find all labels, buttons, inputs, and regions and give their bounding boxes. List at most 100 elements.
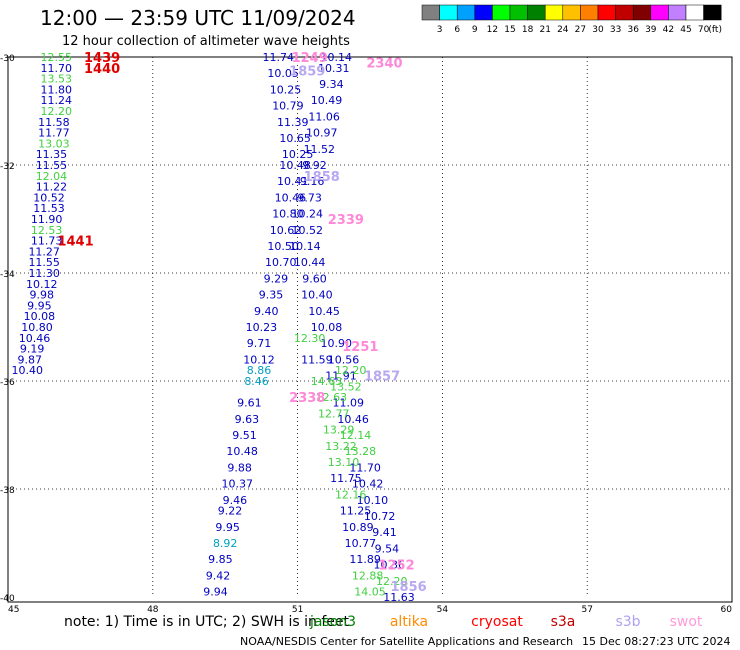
pass-id-label: 1859 [289, 65, 325, 80]
wave-height-label: 12.14 [340, 429, 372, 442]
wave-height-label: 12.20 [41, 105, 73, 118]
wave-height-label: 11.74 [263, 51, 295, 64]
colorbar-label: 9 [472, 25, 478, 35]
wave-height-label: 12.77 [318, 407, 350, 420]
y-tick-label: -36 [0, 378, 15, 388]
wave-height-label: 10.31 [318, 62, 350, 75]
wave-height-label: 9.98 [30, 289, 55, 302]
wave-height-label: 10.97 [306, 127, 338, 140]
wave-height-label: 14.63 [311, 375, 343, 388]
satellite-altika: altika [390, 614, 428, 630]
wave-height-label: 11.58 [38, 116, 70, 129]
wave-height-label: 10.10 [357, 494, 389, 507]
colorbar-label: 21 [539, 25, 550, 35]
wave-height-label: 10.08 [24, 310, 56, 323]
wave-height-label: 9.42 [206, 569, 231, 582]
wave-height-label: 11.52 [304, 143, 336, 156]
satellite-s3b: s3b [615, 614, 640, 630]
pass-id-label: 1857 [364, 370, 400, 385]
wave-height-label: 12.55 [41, 51, 73, 64]
y-tick-label: -30 [0, 54, 15, 64]
wave-height-label: 11.39 [277, 116, 309, 129]
wave-height-label: 9.88 [227, 461, 252, 474]
data-points: 12.5511.7013.5311.8011.2412.2011.5811.77… [12, 51, 415, 604]
wave-height-label: 13.29 [323, 424, 355, 437]
pass-id-label: 2340 [366, 56, 402, 71]
grid-lines [8, 57, 732, 597]
chart-subtitle: 12 hour collection of altimeter wave hei… [62, 34, 350, 49]
footer-credit: NOAA/NESDIS Center for Satellite Applica… [240, 635, 573, 648]
colorbar-legend: 3 6 9 12 15 18 21 24 27 30 33 36 39 42 45 70 (ft) [421, 4, 722, 35]
y-tick-label: -40 [0, 594, 15, 604]
pass-id-label: 2339 [328, 213, 364, 228]
wave-height-label: 10.77 [345, 537, 377, 550]
colorbar-swatch [544, 4, 564, 21]
wave-height-label: 9.34 [319, 78, 344, 91]
wave-height-label: 9.22 [218, 505, 243, 518]
wave-height-label: 11.22 [36, 181, 68, 194]
wave-height-label: 10.14 [289, 240, 321, 253]
wave-height-label: 10.40 [12, 364, 44, 377]
wave-height-label: 11.59 [301, 353, 333, 366]
wave-height-label: 10.25 [270, 83, 302, 96]
colorbar-label: 3 [437, 25, 443, 35]
wave-height-label: 11.27 [28, 245, 60, 258]
colorbar-swatch [474, 4, 493, 21]
wave-height-label: 11.63 [383, 591, 415, 604]
colorbar-swatch [597, 4, 616, 21]
wave-height-label: 9.29 [264, 272, 289, 285]
wave-height-label: 10.52 [33, 191, 65, 204]
wave-height-label: 10.80 [21, 321, 53, 334]
wave-height-label: 9.61 [237, 397, 262, 410]
wave-height-label: 10.12 [26, 278, 58, 291]
pass-id-label: 1251 [342, 340, 378, 355]
colorbar-label: 30 [592, 25, 604, 35]
pass-id-label: 1441 [57, 235, 93, 250]
wave-height-label: 10.12 [243, 353, 275, 366]
wave-height-label: 13.10 [328, 456, 360, 469]
wave-height-label: 8.92 [213, 537, 238, 550]
footer-timestamp: 15 Dec 08:27:23 UTC 2024 [582, 635, 730, 648]
wave-height-label: 9.71 [247, 337, 272, 350]
satellite-swot: swot [670, 614, 703, 630]
wave-height-label: 12.20 [376, 575, 408, 588]
wave-height-label: 10.72 [364, 510, 396, 523]
wave-height-label: 12.04 [36, 170, 68, 183]
pass-id-label: 2338 [289, 391, 325, 406]
wave-height-label: 10.49 [311, 94, 343, 107]
wave-height-label: 10.42 [352, 478, 384, 491]
satellite-legend: jason3 altika cryosat s3a s3b swot [309, 614, 703, 630]
colorbar-swatch [615, 4, 634, 21]
wave-height-label: 9.63 [235, 413, 260, 426]
footer-note: note: 1) Time is in UTC; 2) SWH is in fe… [64, 614, 350, 630]
wave-height-label: 9.60 [302, 272, 327, 285]
wave-height-label: 10.08 [311, 321, 343, 334]
wave-height-label: 8.86 [247, 364, 272, 377]
wave-height-label: 10.48 [226, 445, 258, 458]
chart-title: 12:00 — 23:59 UTC 11/09/2024 [40, 6, 356, 30]
x-tick-label: 54 [437, 605, 449, 615]
wave-height-label: 10.48 [279, 159, 311, 172]
colorbar-label: 33 [610, 25, 621, 35]
wave-height-label: 11.55 [28, 256, 60, 269]
wave-height-label: 12.30 [294, 332, 326, 345]
wave-height-label: 13.52 [330, 380, 362, 393]
colorbar-swatch [562, 4, 581, 21]
colorbar-label: 27 [575, 25, 586, 35]
wave-height-label: 10.50 [267, 240, 299, 253]
wave-height-label: 10.80 [272, 208, 304, 221]
wave-height-label: 9.85 [208, 553, 233, 566]
wave-height-label: 10.23 [246, 321, 278, 334]
wave-height-label: 10.46 [19, 332, 51, 345]
colorbar-label: 42 [663, 25, 674, 35]
wave-height-label: 11.70 [349, 461, 381, 474]
wave-height-label: 13.03 [38, 137, 70, 150]
colorbar-swatch [650, 4, 669, 21]
x-tick-label: 51 [292, 605, 303, 615]
wave-height-label: 10.89 [342, 521, 374, 534]
wave-height-label: 10.41 [277, 175, 309, 188]
wave-height-label: 13.28 [345, 445, 377, 458]
colorbar-swatch [509, 4, 528, 21]
